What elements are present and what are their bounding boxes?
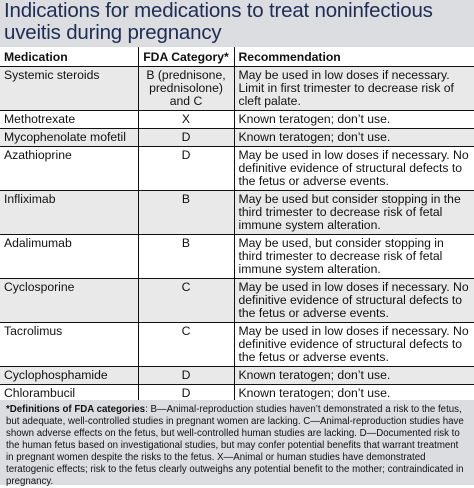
table-header-row: Medication FDA Category* Recommendation (0, 47, 474, 67)
category-cell: D (138, 384, 235, 403)
fda-category-footnote: *Definitions of FDA categories: B—Animal… (0, 400, 474, 487)
table-row: Chlorambucil D Known teratogen; don’t us… (0, 384, 474, 403)
medication-cell: Infliximab (0, 190, 139, 235)
category-cell: B (138, 190, 235, 235)
recommendation-cell: May be used in low doses if necessary. N… (234, 278, 474, 323)
table-row: Adalimumab B May be used, but consider s… (0, 234, 474, 279)
recommendation-cell: May be used, but consider stopping in th… (234, 234, 474, 279)
table-row: Cyclophosphamide D Known teratogen; don’… (0, 366, 474, 385)
footnote-heading: *Definitions of FDA categories (6, 404, 146, 415)
table-row: Azathioprine D May be used in low doses … (0, 146, 474, 191)
table-row: Systemic steroids B (prednisone, prednis… (0, 66, 474, 111)
recommendation-cell: May be used in low doses if necessary. N… (234, 322, 474, 367)
header-fda-category: FDA Category* (138, 47, 235, 67)
medication-cell: Adalimumab (0, 234, 139, 279)
category-cell: C (138, 322, 235, 367)
table-row: Methotrexate X Known teratogen; don’t us… (0, 110, 474, 129)
recommendation-cell: May be used in low doses if necessary. N… (234, 146, 474, 191)
category-cell: D (138, 146, 235, 191)
medication-cell: Systemic steroids (0, 66, 139, 111)
table-row: Mycophenolate mofetil D Known teratogen;… (0, 128, 474, 147)
recommendation-cell: May be used but consider stopping in the… (234, 190, 474, 235)
category-cell: D (138, 128, 235, 147)
category-cell: X (138, 110, 235, 129)
category-cell: C (138, 278, 235, 323)
medication-cell: Methotrexate (0, 110, 139, 129)
recommendation-cell: Known teratogen; don’t use. (234, 384, 474, 403)
recommendation-cell: May be used in low doses if necessary. L… (234, 66, 474, 111)
header-recommendation: Recommendation (234, 47, 474, 67)
footnote-text: : B—Animal-reproduction studies haven’t … (6, 404, 464, 487)
recommendation-cell: Known teratogen; don’t use. (234, 110, 474, 129)
table-row: Tacrolimus C May be used in low doses if… (0, 322, 474, 367)
header-medication: Medication (0, 47, 139, 67)
medication-cell: Cyclophosphamide (0, 366, 139, 385)
medication-table: Medication FDA Category* Recommendation … (0, 47, 474, 403)
category-cell: B (138, 234, 235, 279)
category-cell: B (prednisone, prednisolone) and C (138, 66, 235, 111)
medication-cell: Azathioprine (0, 146, 139, 191)
table-row: Infliximab B May be used but consider st… (0, 190, 474, 235)
table-row: Cyclosporine C May be used in low doses … (0, 278, 474, 323)
category-cell: D (138, 366, 235, 385)
medication-cell: Mycophenolate mofetil (0, 128, 139, 147)
recommendation-cell: Known teratogen; don’t use. (234, 128, 474, 147)
medication-cell: Cyclosporine (0, 278, 139, 323)
medication-cell: Tacrolimus (0, 322, 139, 367)
recommendation-cell: Known teratogen; don’t use. (234, 366, 474, 385)
table-title: Indications for medications to treat non… (4, 0, 433, 44)
